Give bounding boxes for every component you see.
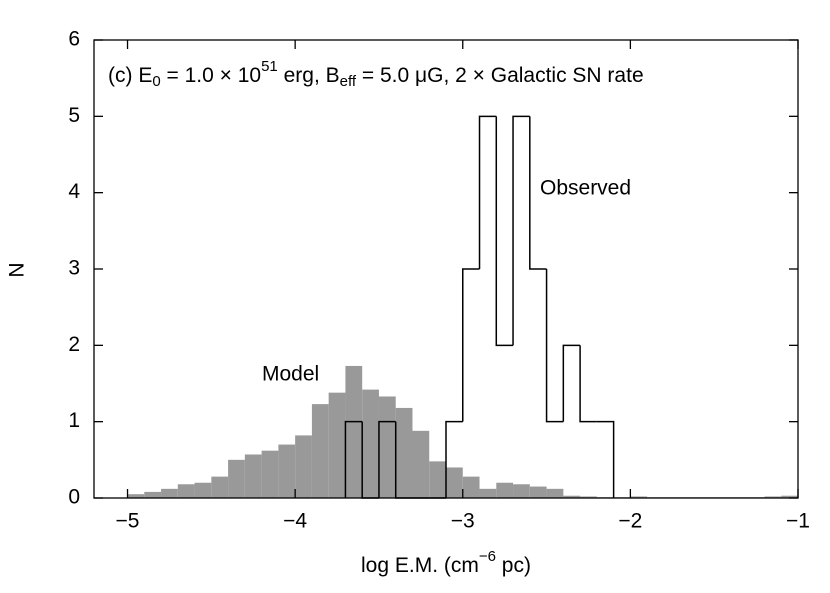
annotation-part: = 5.0 μG, 2 × Galactic SN rate	[356, 64, 644, 87]
histogram-bar	[496, 482, 514, 498]
histogram-bar	[429, 461, 446, 498]
histogram-bar	[362, 389, 379, 498]
histogram-step	[462, 268, 480, 422]
histogram-step	[529, 116, 547, 270]
histogram-bar	[462, 476, 480, 498]
x-tick-label: −5	[116, 510, 140, 533]
histogram-bar	[261, 450, 279, 498]
series-label: Model	[262, 363, 319, 386]
x-label-part: pc)	[496, 554, 531, 577]
histogram-bar	[446, 467, 463, 498]
histogram-step	[445, 420, 463, 498]
histogram-bar	[529, 486, 547, 498]
histogram-bar	[228, 459, 245, 498]
histogram-bar	[177, 484, 195, 498]
annotation-part: = 1.0 × 10	[161, 64, 261, 87]
annotation-part: 51	[261, 58, 278, 75]
histogram-bar	[244, 454, 262, 498]
histogram-bar	[311, 404, 329, 498]
histogram-step	[344, 420, 363, 498]
histogram-bar	[144, 491, 162, 498]
y-tick-label: 0	[68, 486, 80, 509]
histogram-step	[562, 344, 581, 422]
y-axis-label: N	[6, 262, 29, 277]
histogram-step	[478, 115, 497, 269]
histogram-bar	[194, 482, 212, 498]
x-tick-label: −3	[451, 510, 475, 533]
annotation-part: eff	[340, 73, 357, 90]
x-tick-label: −1	[786, 510, 810, 533]
histogram-bar	[781, 495, 798, 498]
histogram-step	[579, 345, 597, 423]
annotation-part: erg, B	[278, 64, 340, 87]
histogram-bar	[546, 488, 564, 498]
histogram-bar	[563, 495, 581, 498]
histogram-bar	[764, 496, 782, 498]
histogram-step	[495, 116, 514, 347]
histogram-bar	[395, 407, 413, 498]
y-tick-label: 6	[68, 28, 80, 51]
histogram-bar	[580, 496, 597, 498]
histogram-step	[596, 420, 615, 498]
series-label: Observed	[540, 177, 631, 200]
histogram-bar	[211, 476, 229, 498]
histogram-bar	[513, 484, 530, 498]
histogram-bar	[412, 430, 430, 498]
annotation-part: (c) E	[108, 64, 152, 87]
histogram-bar	[295, 435, 312, 498]
annotation-part: 0	[152, 73, 160, 90]
annotation: (c) E0 = 1.0 × 1051 erg, Beff = 5.0 μG, …	[108, 58, 644, 90]
histogram-bar	[278, 444, 296, 498]
x-tick-label: −2	[618, 510, 642, 533]
x-tick-label: −4	[283, 510, 307, 533]
histogram-step	[512, 115, 530, 346]
histogram-bar	[127, 494, 145, 498]
y-tick-label: 2	[68, 333, 80, 356]
histogram-bar	[161, 488, 178, 498]
histogram-step	[378, 420, 396, 498]
histogram-bar	[479, 488, 497, 498]
x-label-part: −6	[479, 548, 496, 565]
y-tick-label: 5	[68, 104, 80, 127]
histogram-bar	[345, 365, 363, 498]
histogram-bar	[378, 396, 396, 498]
histogram-step	[545, 269, 564, 423]
y-tick-label: 3	[68, 257, 80, 280]
x-axis-label: log E.M. (cm−6 pc)	[361, 548, 531, 577]
y-tick-label: 1	[68, 409, 80, 432]
histogram-bar	[630, 496, 648, 498]
x-label-part: log E.M. (cm	[361, 554, 479, 577]
histogram-bar	[328, 392, 346, 498]
y-tick-label: 4	[68, 180, 80, 203]
